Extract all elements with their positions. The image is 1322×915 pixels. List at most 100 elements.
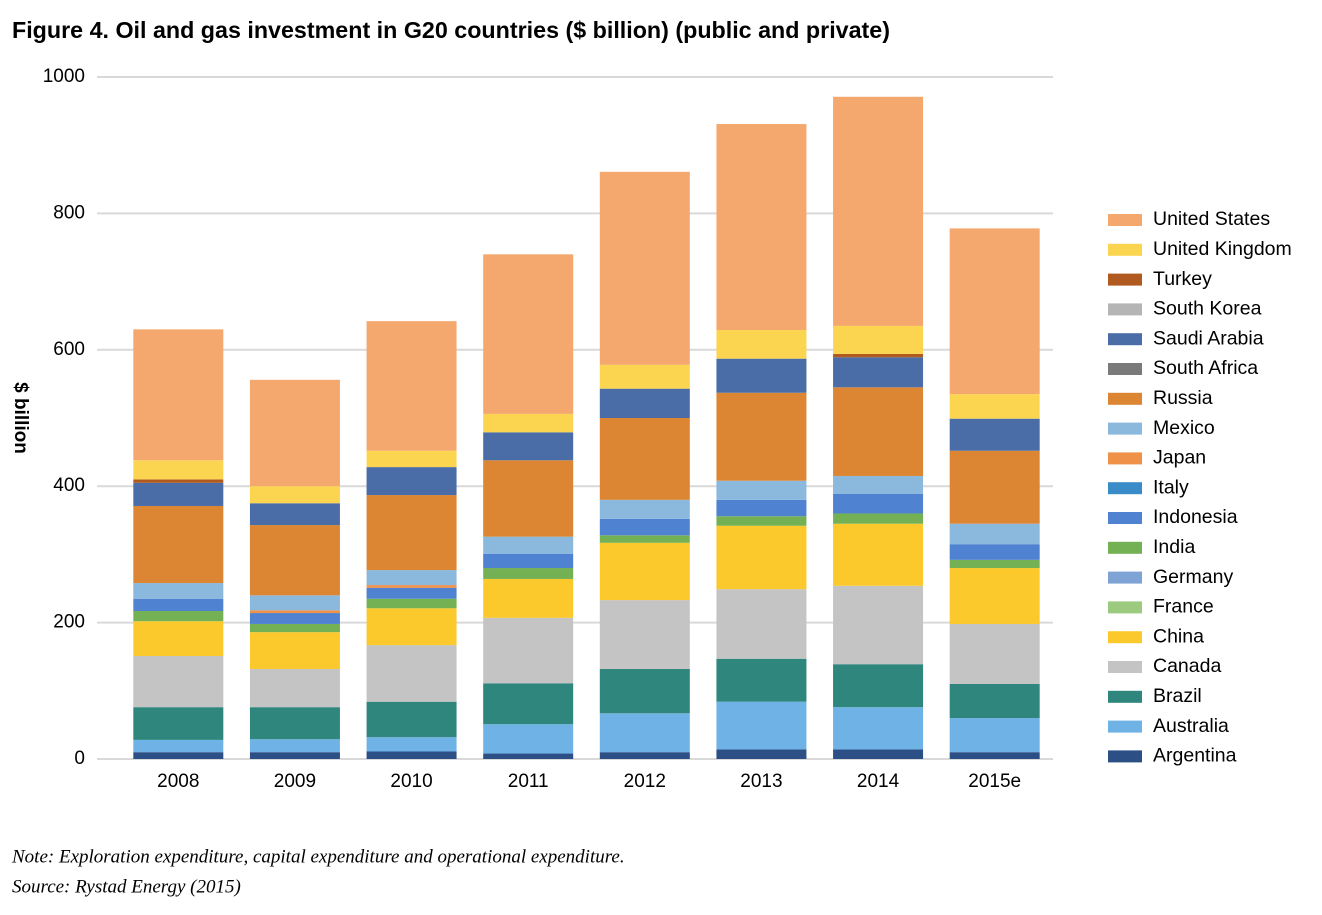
bar-segment <box>483 683 574 725</box>
bar-segment <box>133 598 224 612</box>
bar-segment <box>599 752 690 759</box>
legend-swatch <box>1108 452 1142 465</box>
bar-segment <box>949 718 1040 753</box>
bar-segment <box>133 752 224 759</box>
legend-label: India <box>1153 536 1195 558</box>
bar-segment <box>599 600 690 669</box>
chart-title: Figure 4. Oil and gas investment in G20 … <box>12 17 890 43</box>
bar-segment <box>599 499 690 519</box>
legend-label: United States <box>1153 208 1270 230</box>
bar-segment <box>133 656 224 708</box>
legend-label: Indonesia <box>1153 506 1238 528</box>
bar-segment <box>716 499 807 517</box>
bar-segment <box>133 707 224 740</box>
bar-segment <box>716 701 807 750</box>
legend-swatch <box>1108 571 1142 584</box>
legend-label: South Korea <box>1153 298 1262 320</box>
bar-segment <box>949 418 1040 451</box>
bar-segment <box>716 358 807 393</box>
y-tick-label: 1000 <box>43 66 85 87</box>
bar-segment <box>133 482 224 506</box>
y-tick-label: 400 <box>53 475 85 496</box>
bar-segment <box>366 450 457 468</box>
x-tick-label: 2009 <box>274 771 316 792</box>
bar-segment <box>483 568 574 579</box>
legend-swatch <box>1108 363 1142 375</box>
bar-segment <box>833 749 924 759</box>
bar-segment <box>133 621 224 657</box>
legend-swatch <box>1108 631 1142 644</box>
legend-label: China <box>1153 625 1204 647</box>
bar-segment <box>366 751 457 759</box>
bar-segment <box>133 505 224 584</box>
bar-segment <box>599 713 690 753</box>
bar-segment <box>366 495 457 571</box>
bar-segment <box>483 536 574 554</box>
bar-segment <box>483 413 574 433</box>
x-tick-label: 2010 <box>390 771 432 792</box>
bar-segment <box>249 503 340 526</box>
legend-swatch <box>1108 392 1142 405</box>
bar-segment <box>949 568 1040 624</box>
bar-segment <box>249 595 340 611</box>
legend-label: France <box>1153 596 1214 618</box>
legend-label: Brazil <box>1153 685 1202 707</box>
bar-segment <box>483 753 574 759</box>
source: Source: Rystad Energy (2015) <box>12 876 241 897</box>
bar-segment <box>366 587 457 599</box>
x-tick-label: 2015e <box>968 771 1021 792</box>
legend-swatch <box>1108 243 1142 256</box>
bar-segment <box>949 523 1040 545</box>
bar-segment <box>833 475 924 494</box>
bar-segment <box>833 325 924 354</box>
legend-swatch <box>1108 482 1142 495</box>
bar-segment <box>249 613 340 624</box>
bar-segment <box>249 632 340 669</box>
legend-swatch <box>1108 303 1142 316</box>
bar-segment <box>833 585 924 665</box>
legend-swatch <box>1108 720 1142 733</box>
legend-label: Mexico <box>1153 417 1215 439</box>
legend-label: Turkey <box>1153 268 1212 290</box>
bar-segment <box>599 364 690 389</box>
bar-segment <box>483 553 574 569</box>
bar-segment <box>833 357 924 388</box>
x-tick-label: 2008 <box>157 771 199 792</box>
bar-segment <box>949 544 1040 560</box>
bar-segment <box>599 418 690 500</box>
bar-segment <box>716 525 807 590</box>
bar-segment <box>833 96 924 326</box>
bar-segment <box>716 392 807 481</box>
bar-segment <box>366 598 457 609</box>
y-tick-label: 800 <box>53 202 85 223</box>
bar-segment <box>833 664 924 708</box>
bar-segment <box>133 479 224 483</box>
bar-segment <box>716 749 807 759</box>
bar-segment <box>833 353 924 358</box>
bar-segment <box>949 450 1040 524</box>
bar-segment <box>483 460 574 537</box>
legend-swatch <box>1108 214 1142 226</box>
bar-segment <box>133 329 224 461</box>
legend-label: Japan <box>1153 447 1206 469</box>
bar-segment <box>599 535 690 543</box>
bar-segment <box>949 623 1040 684</box>
bar-segment <box>366 570 457 586</box>
legend-swatch <box>1108 601 1142 614</box>
bar-segment <box>483 432 574 461</box>
legend-label: Saudi Arabia <box>1153 327 1264 349</box>
bar-segment <box>949 394 1040 419</box>
bar-segment <box>366 321 457 451</box>
legend-label: United Kingdom <box>1153 238 1292 260</box>
bar-segment <box>599 171 690 365</box>
bar-segment <box>716 658 807 702</box>
bar-segment <box>249 525 340 596</box>
bar-segment <box>483 254 574 414</box>
bar-segment <box>366 737 457 752</box>
x-tick-label: 2014 <box>857 771 900 792</box>
legend-swatch <box>1108 273 1142 286</box>
bar-segment <box>716 124 807 331</box>
bar-segment <box>366 467 457 496</box>
legend-swatch <box>1108 690 1142 703</box>
